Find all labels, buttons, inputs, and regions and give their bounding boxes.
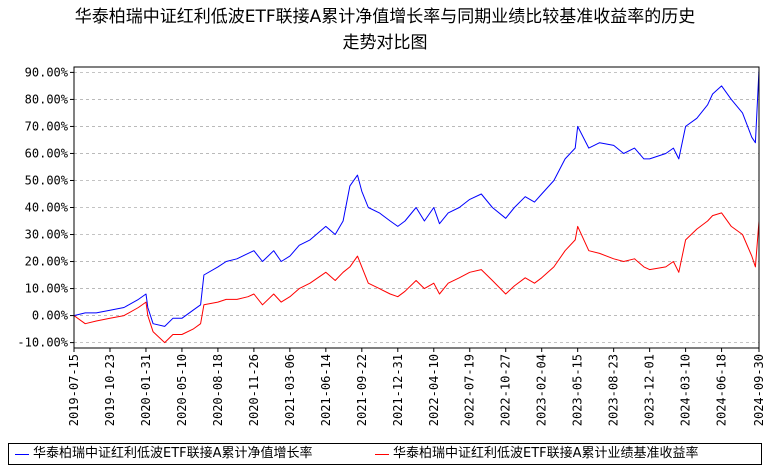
y-tick-label: 50.00%	[25, 173, 69, 187]
y-tick-label: 30.00%	[25, 228, 69, 242]
legend-swatch-benchmark	[375, 453, 389, 455]
y-tick-label: -10.00%	[17, 336, 68, 350]
x-tick-label: 2021-06-14	[319, 354, 333, 426]
x-tick-label: 2021-12-31	[391, 354, 405, 426]
legend-item-nav: 华泰柏瑞中证红利低波ETF联接A累计净值增长率	[15, 444, 313, 464]
x-tick-label: 2022-10-27	[499, 354, 513, 426]
x-tick-label: 2023-08-23	[607, 354, 621, 426]
chart-title: 华泰柏瑞中证红利低波ETF联接A累计净值增长率与同期业绩比较基准收益率的历史 走…	[0, 4, 770, 56]
y-tick-label: 10.00%	[25, 282, 69, 296]
series-layer	[73, 69, 760, 344]
chart-title-line1: 华泰柏瑞中证红利低波ETF联接A累计净值增长率与同期业绩比较基准收益率的历史	[74, 7, 696, 27]
x-tick-label: 2024-03-10	[679, 354, 693, 426]
legend-item-benchmark: 华泰柏瑞中证红利低波ETF联接A累计业绩基准收益率	[375, 444, 699, 464]
y-tick-label: 70.00%	[25, 119, 69, 133]
legend-swatch-nav	[15, 453, 29, 455]
x-tick-label: 2019-10-23	[103, 354, 117, 426]
x-tick-label: 2019-07-15	[67, 354, 81, 426]
x-tick-label: 2022-07-19	[463, 354, 477, 426]
x-tick-label: 2023-02-04	[535, 354, 549, 426]
y-tick-label: 60.00%	[25, 146, 69, 160]
y-tick-label: 80.00%	[25, 92, 69, 106]
y-axis-ticks: 90.00% 80.00% 70.00% 60.00% 50.00% 40.00% 30.0…	[17, 65, 74, 350]
legend: 华泰柏瑞中证红利低波ETF联接A累计净值增长率 华泰柏瑞中证红利低波ETF联接A…	[8, 443, 762, 465]
y-tick-label: 0.00%	[32, 309, 69, 323]
series-line-benchmark	[73, 212, 760, 344]
y-tick-label: 40.00%	[25, 201, 69, 215]
x-tick-label: 2023-12-01	[643, 354, 657, 426]
y-tick-label: 20.00%	[25, 255, 69, 269]
x-tick-label: 2024-06-18	[715, 354, 729, 426]
x-tick-label: 2020-08-18	[211, 354, 225, 426]
y-tick-label: 90.00%	[25, 65, 69, 79]
legend-label-benchmark: 华泰柏瑞中证红利低波ETF联接A累计业绩基准收益率	[393, 446, 699, 461]
series-line-nav	[73, 69, 760, 327]
x-tick-label: 2024-09-30	[752, 354, 766, 426]
legend-label-nav: 华泰柏瑞中证红利低波ETF联接A累计净值增长率	[33, 446, 313, 461]
chart-title-line2: 走势对比图	[342, 33, 428, 53]
x-axis-ticks: 2019-07-15 2019-10-23 2020-01-31 2020-05-10…	[67, 348, 766, 426]
x-tick-label: 2020-05-10	[175, 354, 189, 426]
x-tick-label: 2020-01-31	[139, 354, 153, 426]
x-tick-label: 2022-04-10	[427, 354, 441, 426]
x-tick-label: 2021-03-06	[283, 354, 297, 426]
x-tick-label: 2020-11-26	[247, 354, 261, 426]
x-tick-label: 2023-05-15	[571, 354, 585, 426]
x-tick-label: 2021-09-22	[355, 354, 369, 426]
